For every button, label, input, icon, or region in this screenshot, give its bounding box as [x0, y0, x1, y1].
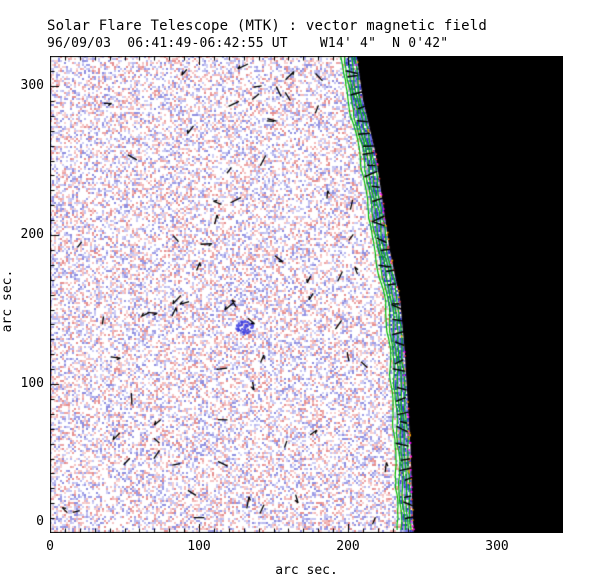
plot-canvas [50, 56, 563, 533]
x-tick-label: 300 [485, 539, 509, 554]
y-axis-label: arc sec. [0, 269, 15, 333]
y-axis-tick-labels: 0 100 200 300 [14, 0, 44, 585]
x-axis-tick-labels: 0 100 200 300 [0, 539, 612, 555]
x-tick-label: 100 [187, 539, 211, 554]
y-tick-label: 0 [36, 514, 44, 529]
plot-title: Solar Flare Telescope (MTK) : vector mag… [47, 18, 488, 34]
y-tick-label: 300 [20, 78, 44, 93]
x-axis-label: arc sec. [275, 563, 338, 578]
x-tick-label: 200 [336, 539, 360, 554]
y-tick-label: 200 [20, 227, 44, 242]
y-tick-label: 100 [20, 376, 44, 391]
x-tick-label: 0 [46, 539, 54, 554]
plot-subtitle: 96/09/03 06:41:49-06:42:55 UT W14' 4" N … [47, 36, 449, 51]
